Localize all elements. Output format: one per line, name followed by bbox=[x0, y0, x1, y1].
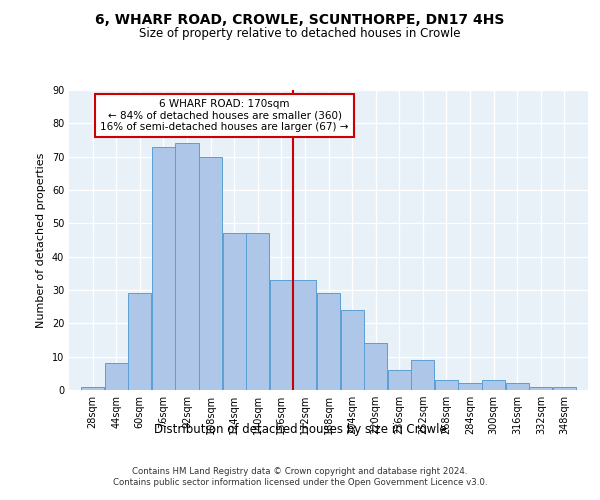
Text: Contains HM Land Registry data © Crown copyright and database right 2024.
Contai: Contains HM Land Registry data © Crown c… bbox=[113, 468, 487, 487]
Bar bbox=[104, 364, 128, 390]
Bar bbox=[553, 386, 576, 390]
Bar bbox=[364, 344, 387, 390]
Y-axis label: Number of detached properties: Number of detached properties bbox=[36, 152, 46, 328]
Bar bbox=[411, 360, 434, 390]
Bar bbox=[482, 380, 505, 390]
Bar bbox=[81, 386, 104, 390]
Bar bbox=[152, 146, 175, 390]
Bar bbox=[293, 280, 316, 390]
Bar bbox=[506, 384, 529, 390]
Bar bbox=[458, 384, 482, 390]
Bar bbox=[317, 294, 340, 390]
Bar bbox=[388, 370, 411, 390]
Text: Distribution of detached houses by size in Crowle: Distribution of detached houses by size … bbox=[154, 422, 446, 436]
Bar bbox=[246, 234, 269, 390]
Bar bbox=[199, 156, 222, 390]
Bar bbox=[435, 380, 458, 390]
Bar bbox=[341, 310, 364, 390]
Text: Size of property relative to detached houses in Crowle: Size of property relative to detached ho… bbox=[139, 28, 461, 40]
Bar bbox=[529, 386, 553, 390]
Bar bbox=[128, 294, 151, 390]
Bar bbox=[223, 234, 246, 390]
Text: 6 WHARF ROAD: 170sqm
← 84% of detached houses are smaller (360)
16% of semi-deta: 6 WHARF ROAD: 170sqm ← 84% of detached h… bbox=[100, 99, 349, 132]
Text: 6, WHARF ROAD, CROWLE, SCUNTHORPE, DN17 4HS: 6, WHARF ROAD, CROWLE, SCUNTHORPE, DN17 … bbox=[95, 12, 505, 26]
Bar bbox=[175, 144, 199, 390]
Bar bbox=[270, 280, 293, 390]
